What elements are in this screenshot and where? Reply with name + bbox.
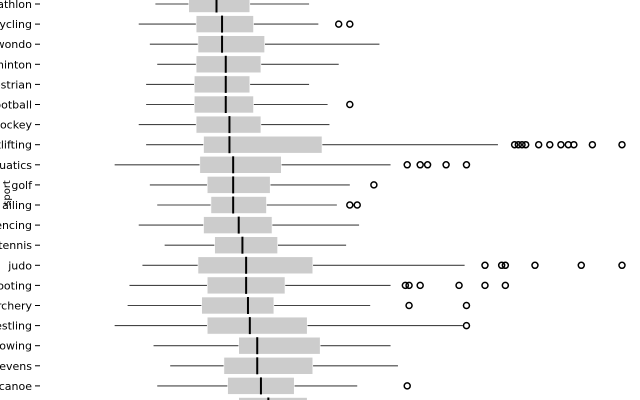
box-group (146, 95, 354, 114)
box-group (149, 35, 380, 54)
outlier-point (346, 100, 354, 109)
box-group (164, 236, 347, 254)
box-group (146, 75, 310, 94)
box-iqr (195, 55, 262, 74)
box-group (170, 356, 398, 375)
y-tick-label: ailing (2, 199, 32, 212)
outlier-point (546, 140, 554, 149)
box-group (114, 316, 471, 335)
y-tick-label: hockey (0, 119, 32, 132)
outlier-point (462, 301, 471, 310)
y-tick-labels: athlon cycling wondo minton estrian ootball ho… (0, 0, 40, 393)
box-iqr (206, 316, 308, 335)
outlier-point (353, 201, 361, 209)
y-tick-label: rowing (0, 340, 32, 353)
box-iqr (197, 35, 265, 54)
box-group (155, 0, 310, 13)
outlier-point (403, 382, 411, 390)
outlier-point (416, 281, 424, 290)
y-tick-label: judo (7, 259, 32, 272)
y-tick-label: canoe (0, 380, 32, 393)
box-iqr (238, 397, 308, 400)
outlier-point (462, 321, 471, 330)
outlier-point (557, 140, 565, 149)
outlier-point (618, 261, 626, 270)
outlier-point (531, 261, 539, 270)
box-iqr (210, 196, 267, 214)
box-group (142, 256, 626, 275)
outlier-point (497, 261, 506, 270)
box-group (149, 176, 378, 194)
box-iqr (238, 336, 321, 355)
box-iqr (188, 0, 251, 13)
y-tick-label: tennis (0, 239, 32, 252)
box-iqr (201, 296, 275, 315)
y-tick-label: quatics (0, 159, 32, 172)
outlier-point (401, 281, 410, 290)
outlier-point (455, 281, 463, 290)
plot-area (114, 0, 626, 400)
box-iqr (197, 256, 314, 275)
box-group (138, 115, 330, 134)
y-tick-label: sevens (0, 360, 32, 373)
y-tick-label: cycling (0, 18, 32, 31)
outlier-point (510, 140, 519, 149)
box-group (127, 296, 471, 315)
box-group (157, 55, 339, 74)
outlier-point (346, 20, 354, 28)
y-tick-label: estling (0, 320, 32, 333)
outlier-point (501, 281, 510, 290)
outlier-point (405, 301, 413, 310)
y-tick-label: encing (0, 219, 32, 232)
box-group (157, 196, 361, 214)
outlier-point (442, 161, 450, 169)
box-group (238, 397, 308, 400)
outlier-point (403, 161, 411, 169)
outlier-point (534, 140, 543, 149)
outlier-point (405, 281, 413, 290)
y-tick-label: ooting (0, 279, 32, 292)
box-group (146, 135, 626, 154)
box-group (138, 216, 360, 234)
box-iqr (193, 95, 254, 114)
outlier-point (334, 20, 343, 28)
y-tick-label: ootball (0, 99, 32, 112)
box-iqr (199, 156, 282, 174)
box-iqr (214, 236, 278, 254)
outlier-point (501, 261, 510, 270)
y-tick-label: golf (11, 179, 33, 192)
box-iqr (193, 75, 251, 94)
outlier-point (588, 140, 597, 149)
outlier-point (346, 201, 354, 209)
box-group (129, 276, 510, 295)
outlier-point (577, 261, 586, 270)
y-axis-title: sport (2, 180, 13, 206)
box-group (157, 377, 411, 395)
y-tick-label: wondo (0, 38, 32, 51)
box-iqr (203, 135, 323, 154)
outlier-point (521, 140, 530, 149)
outlier-point (518, 140, 526, 149)
y-tick-label: athlon (0, 0, 32, 11)
box-group (114, 156, 471, 174)
outlier-point (570, 140, 578, 149)
outlier-point (481, 261, 489, 270)
box-group (138, 15, 354, 33)
box-group (153, 336, 391, 355)
y-tick-label: tlifting (0, 139, 32, 152)
y-tick-label: minton (0, 58, 32, 71)
outlier-point (481, 281, 489, 290)
box-iqr (223, 356, 314, 375)
outlier-point (514, 140, 523, 149)
y-tick-label: rchery (0, 300, 32, 313)
outlier-point (370, 181, 378, 189)
box-iqr (206, 176, 271, 194)
outlier-point (462, 161, 471, 169)
y-tick-label: estrian (0, 78, 32, 91)
outlier-point (416, 161, 424, 169)
outlier-point (423, 161, 432, 169)
outlier-point (618, 140, 626, 149)
box-iqr (195, 15, 254, 33)
